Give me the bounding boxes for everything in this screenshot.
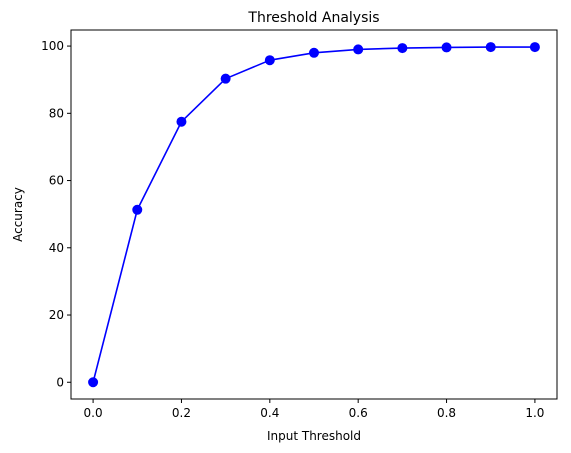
data-point <box>398 44 407 53</box>
y-tick-label: 80 <box>49 106 64 120</box>
plot-frame <box>71 30 557 399</box>
x-tick-label: 1.0 <box>525 406 544 420</box>
y-tick-label: 20 <box>49 308 64 322</box>
y-tick-label: 100 <box>41 39 64 53</box>
data-point <box>442 43 451 52</box>
y-tick-label: 60 <box>49 174 64 188</box>
y-tick-label: 40 <box>49 241 64 255</box>
data-point <box>133 205 142 214</box>
data-point <box>177 117 186 126</box>
y-axis-label: Accuracy <box>11 187 25 242</box>
chart-title: Threshold Analysis <box>247 10 379 26</box>
data-point <box>89 378 98 387</box>
x-tick-label: 0.6 <box>349 406 368 420</box>
x-tick-label: 0.8 <box>437 406 456 420</box>
x-tick-label: 0.0 <box>84 406 103 420</box>
data-point <box>486 43 495 52</box>
x-axis-label: Input Threshold <box>267 429 361 443</box>
series-line <box>93 47 535 382</box>
y-tick-label: 0 <box>56 375 64 389</box>
data-point <box>221 74 230 83</box>
data-point <box>310 48 319 57</box>
data-point <box>354 45 363 54</box>
data-point <box>265 56 274 65</box>
x-tick-label: 0.2 <box>172 406 191 420</box>
x-tick-label: 0.4 <box>260 406 279 420</box>
data-point <box>530 43 539 52</box>
